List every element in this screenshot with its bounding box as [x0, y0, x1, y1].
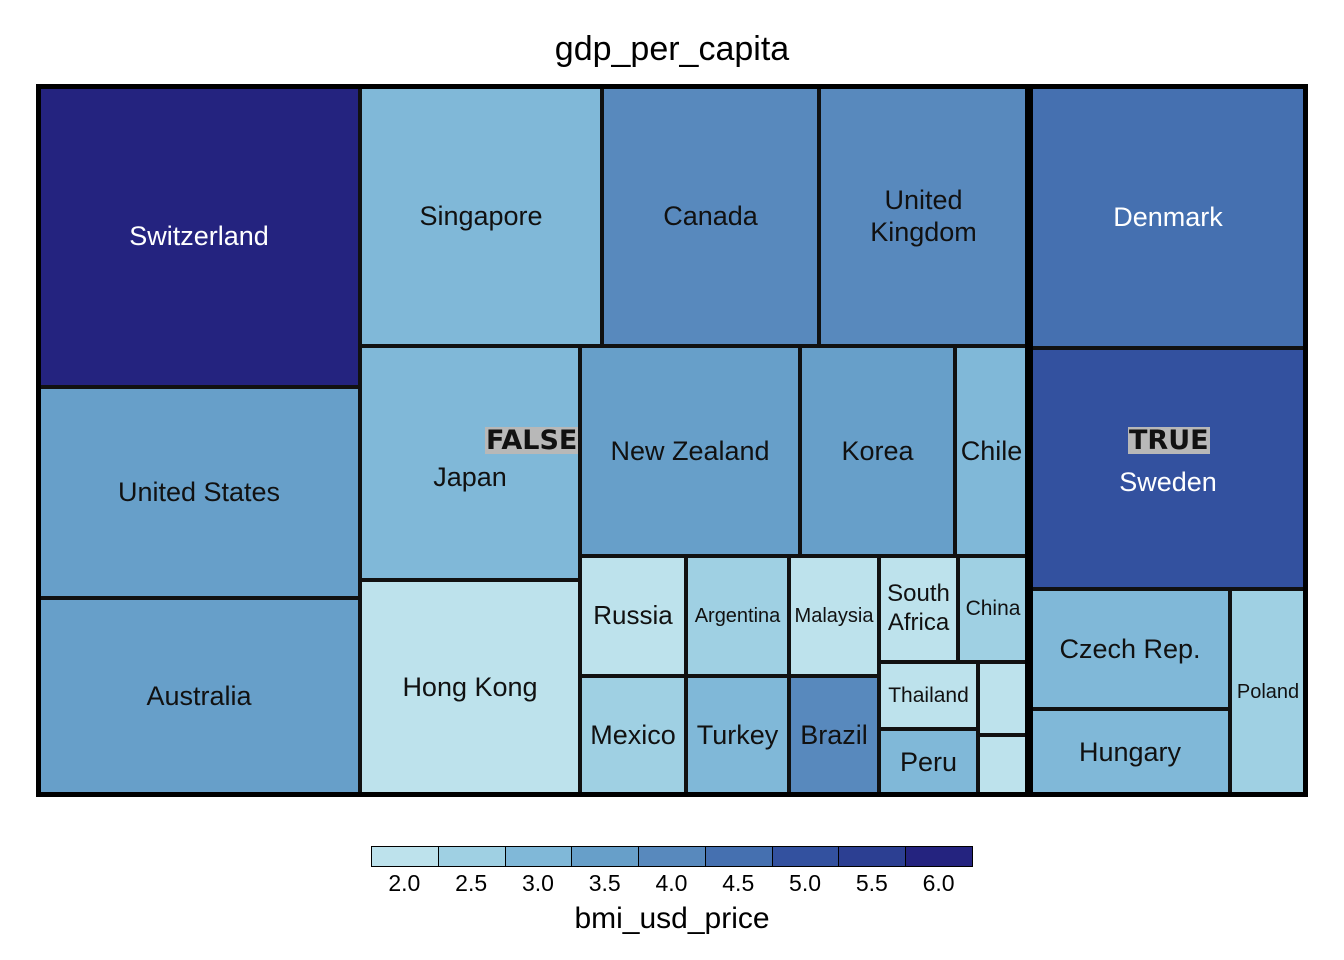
group-label-true: TRUE — [1128, 425, 1210, 456]
tile-label: South Africa — [887, 580, 950, 636]
legend-color-box — [437, 846, 506, 867]
tile-label: Korea — [841, 435, 914, 466]
tile-label: Chile — [960, 435, 1023, 466]
tile-sweden: Sweden — [1030, 348, 1306, 589]
tile-switzerland: Switzerland — [38, 86, 360, 387]
chart-title: gdp_per_capita — [554, 30, 790, 68]
group-label-false: FALSE — [485, 425, 579, 456]
tile-russia: Russia — [580, 556, 686, 676]
tile-label: Mexico — [590, 720, 676, 751]
tile-korea: Korea — [800, 346, 955, 556]
tile-unlabeled-22 — [978, 735, 1028, 795]
legend-tick-label: 3.0 — [521, 870, 554, 896]
tile-mexico: Mexico — [580, 676, 686, 795]
legend-tick-label: 3.5 — [588, 870, 621, 896]
legend-tick-label: 4.0 — [655, 870, 688, 896]
tile-label: Switzerland — [129, 221, 269, 252]
tile-label: Canada — [663, 200, 758, 231]
tile-label: Turkey — [696, 720, 779, 751]
tile-label: Russia — [593, 600, 673, 631]
legend-title: bmi_usd_price — [574, 902, 770, 935]
tile-unlabeled-17 — [978, 662, 1028, 735]
legend-color-box — [838, 846, 907, 867]
tile-china: China — [958, 556, 1028, 662]
tile-label: Thailand — [888, 683, 969, 707]
tile-label: United Kingdom — [870, 184, 977, 247]
tile-label: China — [965, 597, 1021, 621]
tile-singapore: Singapore — [360, 86, 602, 346]
legend-color-box — [504, 846, 573, 867]
tile-label: Brazil — [800, 720, 868, 751]
legend-color-box — [905, 846, 973, 867]
tile-label: United States — [117, 477, 281, 508]
tile-malaysia: Malaysia — [789, 556, 879, 676]
tile-australia: Australia — [38, 598, 360, 795]
tile-peru: Peru — [879, 729, 978, 795]
tile-label: Argentina — [694, 605, 781, 627]
tile-czech-rep: Czech Rep. — [1030, 589, 1230, 709]
legend-color-box — [571, 846, 640, 867]
legend-tick-label: 5.0 — [789, 870, 822, 896]
legend-tick-label: 2.0 — [388, 870, 421, 896]
tile-denmark: Denmark — [1030, 86, 1306, 348]
tile-label: Malaysia — [794, 605, 874, 627]
tile-label: Hong Kong — [402, 672, 538, 703]
tile-label: Japan — [433, 461, 507, 492]
tile-hungary: Hungary — [1030, 709, 1230, 795]
tile-label: Peru — [899, 746, 958, 777]
tile-argentina: Argentina — [686, 556, 789, 676]
tile-label: New Zealand — [610, 435, 770, 466]
tile-united-kingdom: United Kingdom — [819, 86, 1028, 346]
legend-color-box — [704, 846, 773, 867]
tile-new-zealand: New Zealand — [580, 346, 800, 556]
tile-label: Hungary — [1078, 736, 1182, 767]
tile-south-africa: South Africa — [879, 556, 958, 662]
legend-tick-label: 6.0 — [922, 870, 955, 896]
tile-brazil: Brazil — [789, 676, 879, 795]
legend-color-box — [638, 846, 706, 867]
legend-tick-label: 4.5 — [722, 870, 755, 896]
tile-thailand: Thailand — [879, 662, 978, 729]
legend-tick-label: 2.5 — [455, 870, 488, 896]
tile-hong-kong: Hong Kong — [360, 580, 580, 795]
tile-label: Denmark — [1113, 201, 1223, 232]
tile-chile: Chile — [955, 346, 1028, 556]
tile-label: Singapore — [419, 200, 543, 231]
tile-poland: Poland — [1230, 589, 1306, 795]
legend-color-box — [771, 846, 840, 867]
tile-japan: Japan — [360, 346, 580, 580]
legend-tick-label: 5.5 — [855, 870, 888, 896]
legend-color-box — [371, 846, 439, 867]
tile-label: Poland — [1236, 681, 1300, 703]
tile-label: Sweden — [1119, 467, 1217, 498]
tile-united-states: United States — [38, 387, 360, 598]
tile-label: Australia — [146, 681, 252, 712]
tile-label: Czech Rep. — [1059, 633, 1201, 664]
tile-canada: Canada — [602, 86, 819, 346]
tile-turkey: Turkey — [686, 676, 789, 795]
